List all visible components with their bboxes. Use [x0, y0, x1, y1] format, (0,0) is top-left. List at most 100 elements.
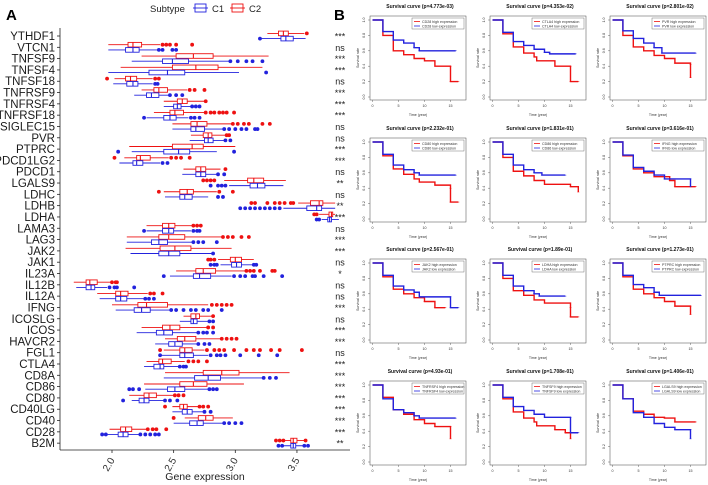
y-tick-label: 0.6 [482, 170, 486, 175]
x-tick-label: 15 [689, 347, 693, 351]
c1-outlier [267, 206, 272, 211]
c1-outlier [202, 409, 207, 414]
x-tick-label: 5 [518, 469, 520, 473]
c1-box [125, 47, 140, 53]
c1-outlier [254, 262, 259, 267]
c2-outlier [277, 348, 282, 352]
c2-outlier [174, 42, 179, 47]
y-tick-label: 0.0 [362, 338, 366, 343]
c1-outlier [267, 376, 272, 380]
y-tick-label: 0.8 [482, 276, 486, 281]
y-tick-label: 0.6 [362, 48, 366, 53]
c1-outlier [208, 183, 213, 188]
c2-outlier [154, 427, 159, 432]
gene-label: PDCD1 [16, 167, 55, 179]
c1-box [151, 239, 168, 245]
c1-box [115, 295, 128, 302]
c1-outlier [275, 353, 280, 358]
c2-outlier [282, 201, 287, 205]
significance-label: *** [335, 337, 346, 347]
significance-label: *** [335, 54, 346, 64]
gene-row-siglec15: SIGLEC15 ns [0, 121, 345, 133]
high-expression-curve [612, 141, 696, 188]
c1-outlier [238, 353, 243, 358]
legend-low-label: CTLA4 low expression [542, 25, 578, 29]
low-expression-curve [372, 19, 456, 52]
c2-outlier [221, 235, 225, 239]
y-tick-label: 0.4 [602, 429, 606, 434]
y-axis-title: Survival rate [476, 170, 480, 190]
y-tick-label: 0.8 [602, 276, 606, 281]
y-tick-label: 1.0 [602, 18, 606, 23]
c2-outlier [198, 223, 203, 228]
x-tick-label: 15 [569, 469, 573, 473]
significance-label: ns [335, 43, 345, 53]
c2-outlier [221, 110, 225, 115]
c1-outlier [248, 206, 252, 211]
c2-outlier [232, 110, 236, 115]
c1-outlier [223, 183, 228, 188]
c1-outlier [177, 364, 182, 369]
gene-row-tnfrsf4: TNFRSF4 *** [3, 98, 346, 111]
c2-outlier [110, 280, 114, 285]
x-axis-title: Time (year) [409, 356, 427, 360]
high-expression-curve [372, 19, 459, 83]
c2-outlier [224, 302, 229, 307]
legend-high-label: CD80 high expression [422, 142, 457, 146]
c1-outlier [238, 274, 243, 279]
significance-label: ns [335, 258, 345, 268]
x-tick-label: 0 [612, 104, 614, 108]
y-tick-label: 0.0 [362, 217, 366, 222]
c2-box [176, 336, 197, 342]
y-tick-label: 1.0 [602, 261, 606, 266]
legend-high-label: PTPRC high expression [662, 263, 700, 267]
c1-outlier [214, 240, 219, 245]
y-tick-label: 0.2 [602, 79, 606, 84]
y-axis-title: Survival rate [356, 413, 360, 433]
c2-box [115, 290, 129, 297]
c2-outlier [196, 359, 201, 364]
c2-outlier [105, 76, 109, 81]
legend-box [531, 382, 585, 395]
y-axis-title: Survival rate [596, 170, 600, 190]
x-tick-label: 5 [518, 347, 520, 351]
c1-outlier [143, 432, 148, 437]
c1-outlier [228, 59, 233, 64]
c2-outlier [299, 348, 304, 352]
x-tick-label: 15 [689, 226, 693, 230]
c2-outlier [176, 393, 181, 398]
y-tick-label: 0.0 [482, 95, 486, 100]
c1-outlier [232, 274, 236, 279]
high-expression-curve [612, 262, 692, 315]
c2-outlier [158, 348, 162, 352]
c1-outlier [223, 138, 228, 143]
gene-label: SIGLEC15 [0, 121, 55, 133]
legend-low-label: CD80 low expression [422, 147, 456, 151]
c2-outlier [265, 201, 270, 205]
c2-box [162, 324, 181, 331]
survival-title: Survival curve (p=4.93e-01) [388, 369, 453, 375]
c2-outlier [219, 302, 224, 307]
c2-outlier [179, 155, 183, 160]
significance-label: *** [335, 88, 346, 98]
gene-label: IL12B [25, 280, 55, 292]
y-tick-label: 0.8 [482, 33, 486, 38]
c1-outlier [244, 59, 249, 64]
gene-row-tnfsf4: TNFSF4 *** [12, 64, 346, 77]
c1-outlier [227, 421, 232, 426]
y-tick-label: 0.0 [602, 217, 606, 222]
x-tick-label: 10 [423, 226, 427, 230]
gene-row-jak2: JAK2 *** [28, 245, 346, 258]
low-expression-curve [492, 141, 566, 176]
survival-plot-cd80: Survival curve (p=2.232e-01) 0.0 0.2 0.4 0.6… [356, 126, 467, 239]
gene-row-lag3: LAG3 *** [26, 234, 346, 247]
y-tick-label: 0.0 [362, 95, 366, 100]
c1-outlier [175, 398, 180, 403]
x-tick-label: 0 [492, 104, 494, 108]
c1-outlier [216, 183, 220, 188]
legend-high-label: JAK2 high expression [422, 263, 457, 267]
y-tick-label: 0.2 [362, 322, 366, 327]
c1-outlier [142, 115, 146, 120]
y-tick-label: 0.8 [362, 276, 366, 281]
y-tick-label: 0.0 [602, 460, 606, 465]
